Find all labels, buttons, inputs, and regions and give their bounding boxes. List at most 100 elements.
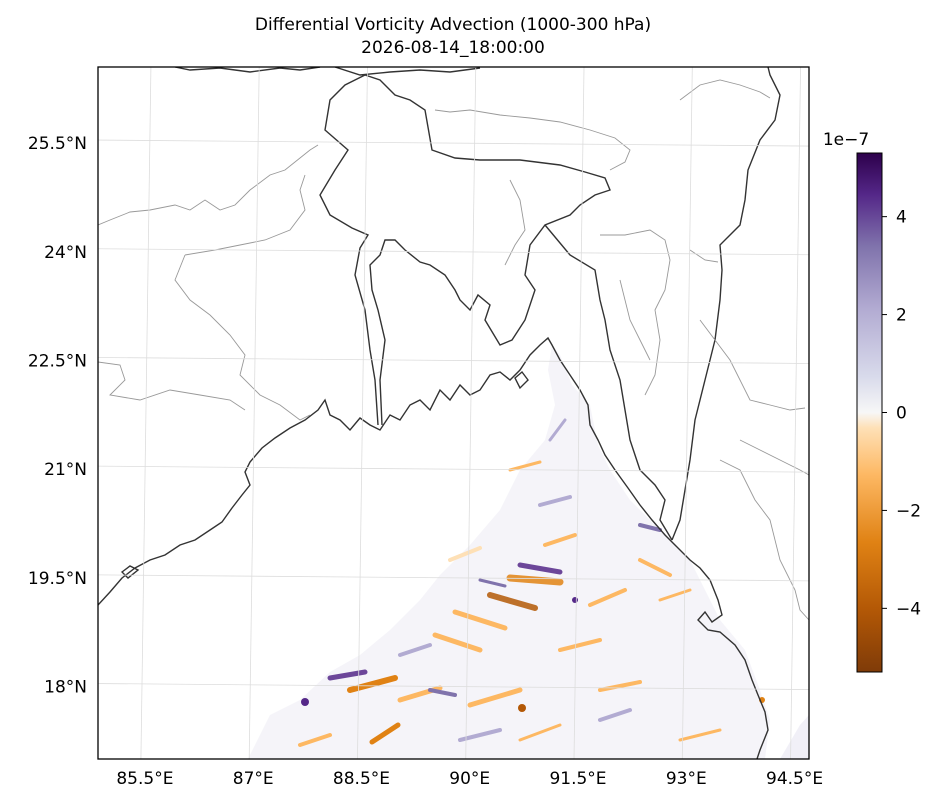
parallel-gridline (98, 465, 809, 473)
gridlines (98, 67, 809, 759)
sea-field-background (248, 345, 770, 759)
negative-spot (518, 704, 526, 712)
state-border (699, 319, 806, 411)
positive-streak (458, 728, 502, 742)
negative-streak (598, 680, 642, 692)
myanmar-border (671, 67, 781, 541)
parallel-gridline (98, 574, 809, 582)
negative-streak (588, 588, 627, 607)
bhutan-border (334, 67, 481, 76)
longitude-tick-label: 90°E (449, 769, 490, 789)
parallel-gridline (98, 683, 809, 690)
positive-streak (517, 562, 563, 575)
state-border (600, 229, 671, 396)
state-border (689, 249, 719, 263)
colorbar-tick-label: 2 (896, 306, 907, 326)
state-border (739, 439, 809, 476)
negative-streak (487, 592, 538, 611)
parallel-gridline (98, 357, 809, 364)
chart-title: Differential Vorticity Advection (1000-3… (255, 15, 651, 35)
latitude-tick-label: 25.5°N (28, 134, 87, 154)
negative-streak (369, 722, 401, 745)
positive-streak (478, 578, 507, 588)
latitude-tick-label: 18°N (44, 678, 87, 698)
negative-streak (467, 687, 523, 708)
state-border (619, 279, 651, 361)
meridian-gridline (790, 67, 801, 759)
negative-streak (558, 638, 602, 652)
longitude-tick-label: 85.5°E (116, 769, 173, 789)
latitude-tick-label: 22.5°N (28, 351, 87, 371)
longitude-labels: 85.5°E 87°E 88.5°E 90°E 91.5°E 93°E 94.5°E (116, 769, 823, 789)
state-borders (98, 79, 809, 621)
sea-field-background-se (780, 715, 809, 759)
parallel-gridline (98, 248, 809, 256)
meridian-gridline (465, 67, 477, 759)
latitude-tick-label: 24°N (44, 243, 87, 263)
longitude-tick-label: 94.5°E (766, 769, 823, 789)
negative-streak (638, 558, 672, 577)
meridian-gridline (573, 67, 585, 759)
positive-streak (598, 708, 632, 722)
colorbar: 1e−7 4 2 0 −2 −4 (823, 130, 921, 673)
colorbar-multiplier-label: 1e−7 (823, 130, 869, 150)
state-border (719, 459, 809, 621)
positive-streak (428, 688, 457, 697)
colorbar-ticks: 4 2 0 −2 −4 (882, 208, 921, 619)
chart-subtitle-timestamp: 2026-08-14_18:00:00 (361, 38, 545, 58)
state-border (98, 361, 246, 411)
meridian-gridline (248, 67, 260, 759)
coastline-island (120, 565, 140, 579)
vorticity-advection-field (248, 345, 809, 759)
longitude-tick-label: 91.5°E (549, 769, 606, 789)
colorbar-tick-label: −4 (896, 599, 921, 619)
meridian-gridline (140, 67, 152, 759)
longitude-tick-label: 87°E (233, 769, 274, 789)
state-border (434, 109, 631, 171)
negative-streak (518, 723, 562, 742)
negative-streak (678, 728, 722, 742)
positive-streak (538, 495, 572, 507)
negative-streak (448, 546, 482, 562)
positive-streak (398, 643, 432, 657)
latitude-labels: 25.5°N 24°N 22.5°N 21°N 19.5°N 18°N (28, 134, 87, 697)
state-border (504, 179, 526, 266)
negative-streak (298, 733, 332, 747)
coastline-island (514, 370, 529, 390)
colorbar-tick-label: 4 (896, 208, 907, 228)
longitude-tick-label: 88.5°E (333, 769, 390, 789)
latitude-tick-label: 21°N (44, 460, 87, 480)
map-frame (97, 66, 810, 760)
india-nepal-border (174, 67, 321, 73)
state-border (679, 79, 771, 101)
meridian-gridline (681, 67, 693, 759)
positive-streak (327, 669, 368, 681)
meridian-gridline (357, 67, 368, 759)
positive-streak (638, 523, 662, 532)
colorbar-tick-label: −2 (896, 501, 921, 521)
state-border (184, 174, 306, 256)
negative-streak (508, 460, 542, 472)
bangladesh-border (319, 74, 611, 426)
negative-streak (452, 609, 508, 631)
bangladesh-border-east (544, 224, 673, 541)
negative-streak (432, 632, 483, 653)
map-panel (98, 67, 809, 759)
parallel-gridline (98, 139, 809, 147)
positive-spot (301, 698, 309, 706)
latitude-tick-label: 19.5°N (28, 569, 87, 589)
colorbar-tick-label: 0 (896, 404, 907, 424)
coastline (98, 336, 769, 759)
coastline-layer (98, 336, 769, 759)
positive-streak (548, 418, 567, 442)
country-borders (174, 67, 781, 541)
state-border (174, 254, 311, 421)
state-border (98, 144, 319, 226)
longitude-tick-label: 93°E (666, 769, 707, 789)
colorbar-gradient (856, 152, 883, 673)
negative-streak (543, 533, 577, 547)
negative-streak (347, 675, 398, 693)
positive-spot (572, 597, 578, 603)
